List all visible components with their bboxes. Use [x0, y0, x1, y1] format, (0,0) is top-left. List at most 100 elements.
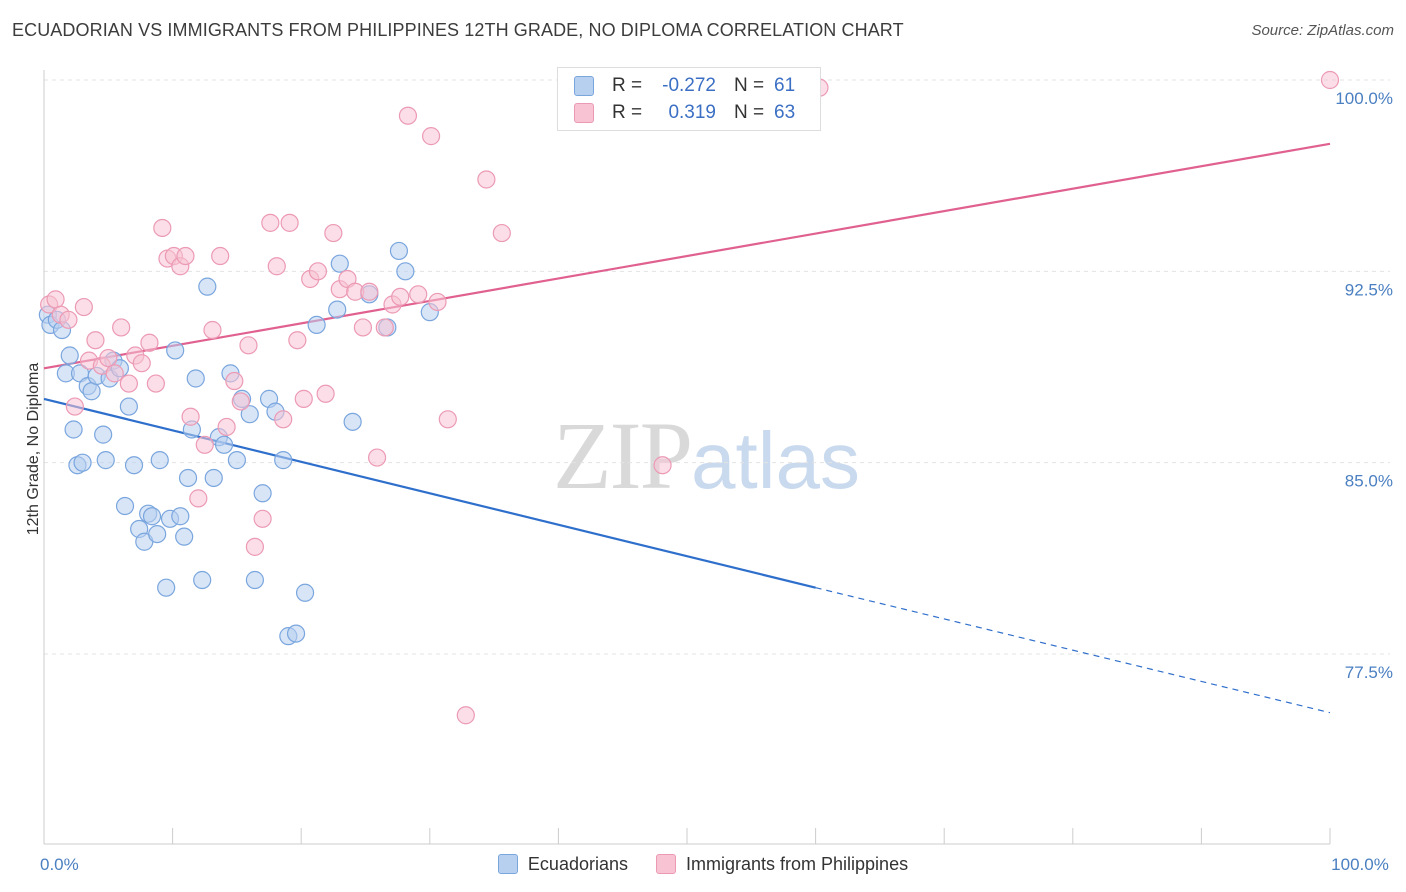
- data-point: [214, 435, 234, 454]
- watermark-atlas: atlas: [691, 416, 860, 505]
- data-point: [225, 371, 244, 391]
- trend-line-ecuadorians-extension: [815, 587, 1331, 714]
- y-tick-label: 100.0%: [1335, 89, 1393, 108]
- data-point: [375, 318, 394, 337]
- data-point: [353, 318, 373, 337]
- data-point: [245, 570, 265, 590]
- y-axis-title: 12th Grade, No Diploma: [25, 363, 42, 536]
- data-point: [124, 456, 144, 475]
- data-point: [65, 397, 84, 416]
- data-point: [324, 223, 343, 243]
- data-point: [157, 578, 176, 597]
- source-label: Source: ZipAtlas.com: [1251, 22, 1394, 39]
- data-point: [46, 290, 65, 309]
- data-point: [239, 336, 258, 355]
- data-point: [428, 292, 447, 312]
- data-point: [409, 285, 428, 304]
- legend-item-ecuadorians: Ecuadorians: [497, 853, 628, 875]
- data-point: [193, 570, 212, 590]
- data-point: [86, 331, 105, 350]
- y-tick-label: 85.0%: [1345, 472, 1393, 491]
- data-point: [328, 300, 347, 319]
- data-point: [288, 331, 307, 350]
- data-point: [316, 384, 335, 403]
- data-point: [280, 213, 299, 232]
- stats-row-ecuadorians: R = -0.272 N = 61: [574, 74, 795, 98]
- r-value: 0.319: [668, 102, 716, 123]
- data-point: [64, 420, 83, 439]
- trend-line-ecuadorians: [43, 397, 816, 589]
- series-philippines: [40, 70, 1340, 725]
- trend-line-philippines: [43, 142, 1331, 370]
- n-value: 61: [774, 75, 796, 96]
- legend-swatch-pink: [656, 854, 676, 874]
- data-point: [227, 451, 246, 470]
- data-point: [253, 509, 272, 528]
- data-point: [189, 489, 208, 508]
- data-point: [82, 382, 101, 401]
- data-point: [438, 410, 457, 429]
- legend-item-philippines: Immigrants from Philippines: [656, 854, 908, 875]
- y-tick-label: 92.5%: [1345, 280, 1393, 299]
- data-point: [146, 374, 165, 393]
- data-point: [195, 435, 214, 454]
- data-point: [198, 277, 217, 296]
- data-point: [178, 468, 198, 488]
- data-point: [330, 254, 349, 273]
- data-point: [294, 389, 313, 408]
- data-point: [396, 262, 415, 281]
- data-point: [176, 246, 195, 266]
- data-point: [274, 410, 293, 429]
- chart-title: ECUADORIAN VS IMMIGRANTS FROM PHILIPPINE…: [12, 20, 904, 40]
- r-label: R =: [612, 102, 643, 123]
- n-value: 63: [774, 102, 796, 123]
- data-point: [175, 527, 194, 546]
- data-point: [653, 456, 672, 475]
- data-point: [217, 417, 236, 437]
- data-point: [360, 282, 379, 301]
- tick-labels: 100.0% 92.5% 85.0% 77.5% 0.0% 100.0% 12th Grad…: [25, 89, 1393, 874]
- data-point: [99, 348, 118, 368]
- data-point: [74, 297, 93, 317]
- r-label: R =: [612, 75, 643, 96]
- legend-label-ecuadorians: Ecuadorians: [527, 853, 628, 874]
- data-point: [140, 333, 159, 352]
- data-point: [171, 507, 190, 526]
- x-tick-label: 100.0%: [1331, 855, 1389, 874]
- data-point: [308, 262, 328, 281]
- data-point: [421, 127, 441, 146]
- data-point: [150, 451, 169, 470]
- swatch-blue: [574, 76, 594, 96]
- axes: [43, 70, 1331, 845]
- data-point: [477, 170, 496, 189]
- data-point: [166, 341, 185, 360]
- data-point: [203, 320, 222, 340]
- data-point: [211, 246, 230, 266]
- watermark-zip: ZIP: [553, 402, 693, 509]
- data-point: [1320, 70, 1340, 90]
- legend-label-philippines: Immigrants from Philippines: [686, 853, 909, 874]
- y-tick-label: 77.5%: [1345, 663, 1393, 682]
- data-point: [112, 318, 131, 337]
- data-point: [153, 218, 172, 238]
- watermark: ZIPatlas: [553, 400, 860, 511]
- data-point: [204, 468, 223, 488]
- series-ecuadorians: [38, 241, 439, 646]
- data-point: [132, 354, 151, 373]
- stats-legend: R = -0.272 N = 61 R = 0.319 N = 63: [557, 67, 821, 131]
- x-tick-label: 0.0%: [40, 855, 79, 874]
- data-point: [274, 451, 293, 470]
- swatch-pink: [574, 103, 594, 123]
- data-point: [240, 405, 259, 424]
- data-point: [60, 346, 79, 365]
- data-point: [119, 397, 138, 416]
- data-point: [343, 412, 362, 431]
- data-point: [142, 507, 162, 526]
- trend-lines: [43, 142, 1331, 714]
- data-point: [456, 706, 475, 725]
- data-point: [307, 315, 326, 335]
- data-point: [245, 537, 265, 556]
- data-point: [231, 392, 250, 411]
- data-point: [398, 106, 418, 125]
